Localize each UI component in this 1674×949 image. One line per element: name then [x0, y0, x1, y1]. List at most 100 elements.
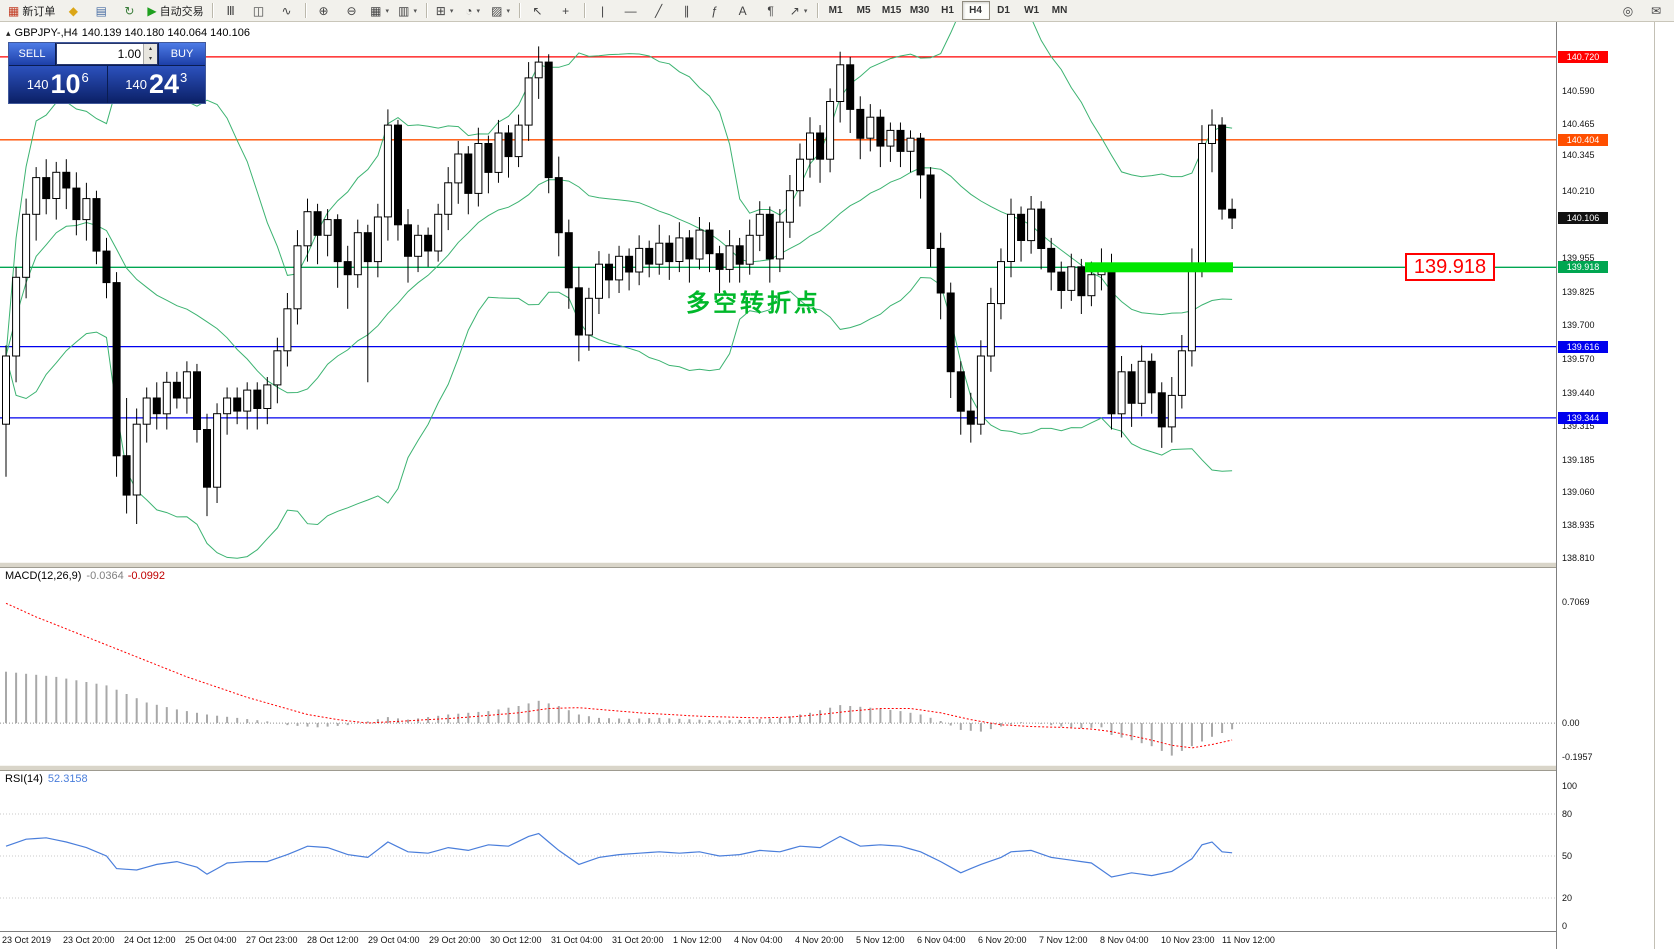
- timeframe-mn-button[interactable]: MN: [1051, 5, 1068, 16]
- time-label: 4 Nov 20:00: [795, 935, 844, 945]
- timeframe-h4-button[interactable]: H4: [961, 1, 990, 20]
- line-chart-icon[interactable]: ∿: [273, 0, 301, 21]
- macd-signal-line: [5, 602, 1233, 749]
- price-tick-label: 139.825: [1562, 286, 1595, 297]
- sell-price-pips: 10: [50, 69, 81, 99]
- highlight-segment: [1085, 262, 1233, 273]
- rsi-axis-label: 100: [1562, 781, 1578, 791]
- volume-up-button[interactable]: ▴: [144, 44, 157, 54]
- templates-icon[interactable]: ▨ ▾: [487, 0, 515, 21]
- timeframe-w1-button[interactable]: W1: [1024, 5, 1040, 16]
- chart-title: ▴ GBPJPY-,H4 140.139 140.180 140.064 140…: [6, 27, 250, 39]
- current-price-tag: 140.106: [1558, 212, 1608, 224]
- price-tick-label: 140.590: [1562, 86, 1595, 96]
- chart-ohlc-values: 140.139 140.180 140.064 140.106: [81, 27, 250, 39]
- macd-panel[interactable]: [0, 568, 1556, 765]
- auto-trading-button[interactable]: ▶ 自动交易: [143, 0, 207, 21]
- one-click-collapse-icon[interactable]: ▴: [6, 27, 11, 38]
- time-label: 10 Nov 23:00: [1161, 935, 1215, 945]
- chevron-down-icon: ▾: [413, 7, 417, 15]
- cursor-icon[interactable]: ↖: [524, 0, 552, 21]
- time-label: 27 Oct 23:00: [246, 935, 298, 945]
- time-label: 31 Oct 04:00: [551, 935, 603, 945]
- price-tick-label: 139.955: [1562, 252, 1595, 263]
- timeframe-h1-button[interactable]: H1: [941, 5, 954, 16]
- chart-profiles-icon: ▥: [398, 3, 410, 18]
- time-label: 6 Nov 04:00: [917, 935, 966, 945]
- price-callout-box[interactable]: 139.918: [1405, 253, 1495, 281]
- timeframe-m5-button[interactable]: M5: [856, 5, 871, 16]
- sell-price-button[interactable]: 140 10 6: [9, 66, 107, 103]
- periods-icon[interactable]: ◔ ▾: [459, 0, 487, 21]
- text-icon[interactable]: A: [729, 0, 757, 21]
- time-label: 25 Oct 04:00: [185, 935, 237, 945]
- indicators-icon[interactable]: ⊞ ▾: [431, 0, 459, 21]
- price-level-tag: 140.404: [1558, 133, 1608, 146]
- main-chart[interactable]: [0, 22, 1556, 562]
- community-icon[interactable]: ✉: [1642, 0, 1670, 21]
- vertical-line-icon: |: [601, 3, 605, 18]
- volume-input[interactable]: [57, 44, 143, 64]
- buy-price-big-figure: 140: [125, 77, 147, 92]
- text-label-icon[interactable]: ¶: [757, 0, 785, 21]
- toolbar: ▦ 新订单 ◆ ▤ ↻ ▶ 自动交易 Ⅲ ◫ ∿ ⊕ ⊖ ▦ ▾ ▥ ▾ ⊞ ▾ ◔ ▾ ▨ ▾ ↖ + | — ╱ ∥ ƒ A ¶ ↗ ▾ M1…: [0, 0, 1674, 22]
- candlestick-chart-icon[interactable]: ◫: [245, 0, 273, 21]
- price-level-tag: 140.720: [1558, 50, 1608, 63]
- horizontal-levels: [0, 56, 1556, 419]
- auto-trading-button-icon: ▶: [147, 3, 157, 18]
- time-label: 8 Nov 04:00: [1100, 935, 1149, 945]
- price-tick-label: 139.315: [1562, 420, 1595, 431]
- crosshair-icon[interactable]: +: [552, 0, 580, 21]
- text-label-icon: ¶: [767, 3, 774, 18]
- refresh-icon[interactable]: ↻: [115, 0, 143, 21]
- buy-price-button[interactable]: 140 24 3: [107, 66, 205, 103]
- sell-label: SELL: [9, 43, 55, 65]
- timeframe-m15-button[interactable]: M15: [881, 5, 902, 16]
- new-chart-icon: ▦: [370, 3, 382, 18]
- timeframe-m1-button[interactable]: M1: [828, 5, 843, 16]
- price-tick-label: 138.810: [1562, 553, 1595, 564]
- trendline-icon[interactable]: ╱: [645, 0, 673, 21]
- price-tick-label: 139.060: [1562, 487, 1595, 498]
- chart-profiles-icon[interactable]: ▥ ▾: [394, 0, 422, 21]
- vertical-line-icon[interactable]: |: [589, 0, 617, 21]
- time-label: 24 Oct 12:00: [124, 935, 176, 945]
- equidistant-channel-icon[interactable]: ∥: [673, 0, 701, 21]
- arrows-icon[interactable]: ↗ ▾: [785, 0, 813, 21]
- panel-splitter[interactable]: [0, 562, 1655, 568]
- new-chart-icon[interactable]: ▦ ▾: [366, 0, 394, 21]
- time-label: 23 Oct 20:00: [63, 935, 115, 945]
- new-order-button[interactable]: ▦ 新订单: [4, 0, 59, 21]
- horizontal-line-icon[interactable]: —: [617, 0, 645, 21]
- price-tick-label: 138.935: [1562, 520, 1595, 531]
- panel-splitter[interactable]: [0, 765, 1655, 771]
- time-label: 29 Oct 04:00: [368, 935, 420, 945]
- arrows-icon: ↗: [789, 3, 800, 18]
- price-level-tag: 139.344: [1558, 411, 1608, 424]
- data-window-icon[interactable]: ▤: [87, 0, 115, 21]
- timeframe-d1-button[interactable]: D1: [997, 5, 1010, 16]
- zoom-out-icon[interactable]: ⊖: [338, 0, 366, 21]
- zoom-in-icon[interactable]: ⊕: [310, 0, 338, 21]
- toolbar-separator: [211, 3, 213, 18]
- rsi-label: RSI(14) 52.3158: [5, 773, 88, 785]
- macd-main-value: -0.0364: [86, 570, 124, 582]
- community-icon: ✉: [1650, 3, 1662, 18]
- chart-annotation-text[interactable]: 多空转折点: [686, 290, 821, 317]
- price-axis: 140.590 140.465 140.345 140.210 139.955 139.8…: [1556, 22, 1655, 949]
- mql-market-icon[interactable]: ◆: [59, 0, 87, 21]
- chevron-down-icon: ▾: [385, 7, 389, 15]
- volume-field: ▴ ▾: [56, 43, 158, 65]
- price-tick-label: 140.465: [1562, 118, 1595, 129]
- bar-chart-icon[interactable]: Ⅲ: [217, 0, 245, 21]
- volume-down-button[interactable]: ▾: [144, 54, 157, 64]
- fibonacci-icon[interactable]: ƒ: [701, 0, 729, 21]
- toolbar-separator: [816, 3, 818, 18]
- toolbar-separator: [518, 3, 520, 18]
- search-icon[interactable]: ◎: [1614, 0, 1642, 21]
- macd-axis-label: 0.7069: [1562, 597, 1590, 608]
- timeframe-m30-button[interactable]: M30: [909, 5, 930, 16]
- rsi-panel[interactable]: [0, 771, 1556, 931]
